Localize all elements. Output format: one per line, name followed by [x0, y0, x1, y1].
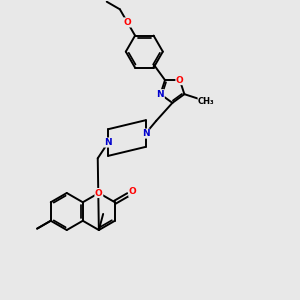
Text: O: O — [95, 188, 103, 197]
Text: O: O — [176, 76, 184, 85]
Text: N: N — [157, 90, 164, 99]
Text: O: O — [129, 188, 136, 196]
Text: O: O — [124, 18, 131, 27]
Text: CH₃: CH₃ — [198, 97, 215, 106]
Text: N: N — [104, 138, 112, 147]
Text: N: N — [142, 129, 149, 138]
